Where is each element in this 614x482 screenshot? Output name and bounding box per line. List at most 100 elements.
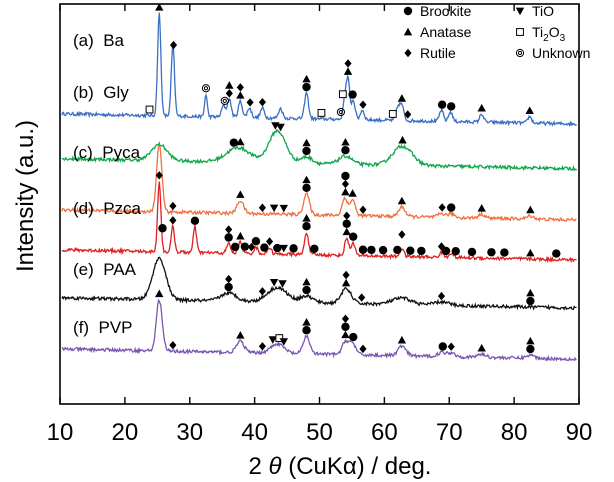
phase-marker-circle bbox=[310, 244, 319, 253]
phase-marker-circle bbox=[302, 146, 311, 156]
phase-marker-diamond bbox=[258, 342, 266, 351]
phase-marker-triangle-down bbox=[276, 123, 285, 132]
legend-label: Brookite bbox=[420, 3, 472, 19]
phase-marker-double-circle bbox=[201, 84, 211, 93]
legend-label: Unknown bbox=[532, 45, 590, 61]
legend-label: Rutile bbox=[420, 45, 456, 61]
phase-marker-triangle-up bbox=[526, 288, 535, 297]
phase-marker-diamond bbox=[359, 344, 367, 354]
x-axis-label-prefix: 2 bbox=[249, 453, 269, 480]
phase-marker-circle bbox=[487, 248, 496, 257]
phase-marker-triangle-up bbox=[236, 91, 245, 99]
x-tick-label: 90 bbox=[566, 419, 593, 446]
phase-marker-triangle-up bbox=[155, 289, 164, 298]
phase-marker-triangle-up bbox=[155, 3, 164, 11]
phase-marker-circle bbox=[302, 222, 311, 231]
legend-label-part: O bbox=[549, 24, 560, 40]
series-line bbox=[61, 145, 577, 223]
phase-marker-circle bbox=[446, 102, 456, 111]
phase-marker-square-open bbox=[317, 109, 326, 117]
legend-marker-triangle-up bbox=[403, 27, 413, 36]
legend-label-sub: 2 bbox=[543, 33, 549, 44]
phase-marker-double-circle bbox=[336, 107, 346, 117]
phase-marker-circle bbox=[273, 243, 282, 253]
phase-marker-circle bbox=[467, 247, 477, 257]
phase-marker-circle bbox=[341, 145, 350, 155]
phase-marker-triangle-up bbox=[236, 137, 245, 146]
phase-marker-circle bbox=[437, 100, 447, 109]
phase-marker-circle bbox=[190, 216, 200, 226]
phase-marker-circle bbox=[441, 246, 451, 256]
phase-marker-diamond bbox=[447, 342, 455, 351]
phase-marker-triangle-down bbox=[268, 336, 277, 344]
phase-marker-triangle-up bbox=[236, 231, 245, 240]
legend-marker-square-open bbox=[516, 28, 524, 36]
phase-marker-triangle-up bbox=[341, 187, 350, 196]
phase-marker-triangle-down bbox=[278, 280, 287, 288]
phase-marker-square-open bbox=[338, 90, 347, 99]
phase-marker-diamond bbox=[169, 201, 177, 211]
phase-marker-circle bbox=[446, 203, 456, 212]
phase-marker-diamond bbox=[155, 171, 163, 180]
legend-marker-triangle-down bbox=[515, 7, 525, 16]
phase-marker-circle bbox=[526, 296, 535, 306]
phase-marker-circle bbox=[240, 242, 250, 251]
legend-label: Ti2O3 bbox=[532, 24, 566, 44]
phase-marker-triangle-up bbox=[477, 204, 486, 212]
phase-marker-triangle-up bbox=[342, 227, 351, 236]
legend-marker-double-circle bbox=[515, 48, 525, 58]
phase-marker-diamond bbox=[265, 237, 274, 246]
phase-marker-triangle-down bbox=[279, 204, 289, 213]
phase-marker-circle bbox=[378, 245, 388, 255]
phase-marker-diamond bbox=[246, 98, 254, 107]
series-labels: (a) Ba (b) Gly (c) Pyca (d) Pzca (e) PAA (f) … bbox=[73, 31, 142, 337]
x-tick-label: 80 bbox=[501, 419, 528, 446]
x-tick-label: 30 bbox=[176, 419, 203, 446]
phase-marker-circle bbox=[302, 285, 311, 295]
phase-marker-triangle-up bbox=[302, 175, 311, 184]
y-axis-label: Intensity (a.u.) bbox=[12, 120, 39, 272]
phase-marker-triangle-up bbox=[302, 318, 311, 326]
phase-marker-circle bbox=[438, 342, 447, 351]
phase-marker-circle bbox=[367, 245, 376, 255]
x-axis-ticks: 10 20 30 40 50 60 70 80 90 bbox=[47, 4, 593, 446]
phase-marker-circle bbox=[552, 249, 561, 258]
series-label: (b) Gly bbox=[73, 83, 129, 102]
phase-marker-diamond bbox=[438, 203, 446, 212]
phase-marker-double-circle bbox=[220, 96, 229, 105]
x-tick-label: 70 bbox=[436, 419, 463, 446]
phase-marker-triangle-up bbox=[302, 277, 311, 286]
x-tick-label: 60 bbox=[371, 419, 398, 446]
legend-label: TiO bbox=[532, 3, 554, 19]
x-tick-label: 10 bbox=[47, 419, 74, 446]
phase-marker-diamond bbox=[398, 230, 406, 239]
legend-marker-circle bbox=[403, 6, 413, 16]
phase-marker-triangle-up bbox=[225, 81, 234, 89]
phase-marker-circle bbox=[224, 233, 233, 242]
x-axis-label-theta: θ bbox=[269, 453, 282, 480]
phase-marker-triangle-down bbox=[279, 338, 289, 346]
phase-marker-diamond bbox=[358, 293, 366, 302]
phase-marker-circle bbox=[349, 232, 358, 241]
phase-marker-circle bbox=[526, 344, 535, 354]
phase-marker-circle bbox=[341, 322, 350, 331]
phase-marker-diamond bbox=[344, 59, 352, 68]
x-axis-label: 2 θ (CuKα) / deg. bbox=[249, 453, 432, 480]
phase-marker-triangle-down bbox=[269, 204, 279, 213]
phase-marker-triangle-up bbox=[341, 330, 350, 339]
phase-marker-circle bbox=[302, 183, 311, 193]
legend-label: Anatase bbox=[420, 24, 472, 40]
series-line bbox=[61, 12, 577, 128]
phase-marker-circle bbox=[349, 332, 358, 342]
x-tick-label: 40 bbox=[241, 419, 268, 446]
phase-marker-diamond bbox=[437, 291, 446, 301]
legend-marker-diamond bbox=[404, 48, 412, 58]
phase-marker-circle bbox=[224, 282, 233, 292]
phase-marker-triangle-up bbox=[343, 67, 353, 75]
phase-marker-triangle-up bbox=[236, 331, 245, 339]
phase-marker-square-open bbox=[145, 105, 154, 114]
phase-marker-triangle-up bbox=[236, 190, 245, 198]
phase-marker-triangle-up bbox=[302, 74, 311, 83]
